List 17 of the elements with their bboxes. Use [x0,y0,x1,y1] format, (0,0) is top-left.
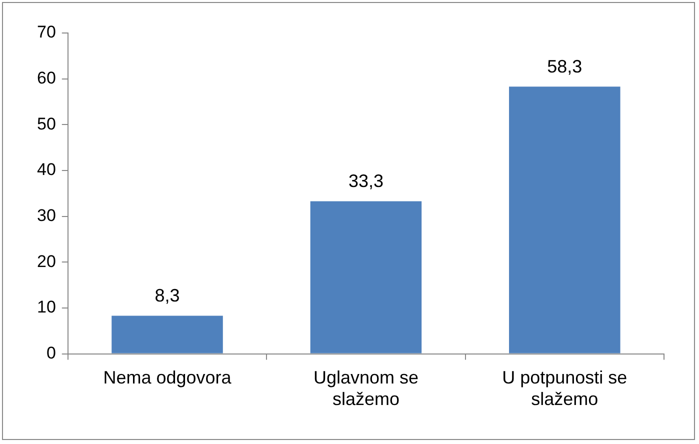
y-tick-label: 0 [46,343,56,362]
x-tick-label: U potpunosti se slažemo [502,368,628,410]
x-tick-label: Uglavnom se slažemo [313,368,418,410]
y-tick-label: 50 [36,114,56,134]
data-label: 8,3 [154,286,180,306]
bar [310,201,422,354]
y-tick-label: 70 [36,22,56,42]
y-tick-label: 10 [36,298,56,317]
y-tick-label: 20 [36,252,56,271]
bar [112,316,223,354]
data-label: 33,3 [348,171,384,192]
y-tick-label: 40 [36,160,56,180]
data-label: 58,3 [547,56,582,77]
bar [509,86,620,354]
y-tick-label: 60 [36,68,56,88]
y-tick-label: 30 [36,206,56,225]
x-tick-label: Nema odgovora [103,368,232,388]
